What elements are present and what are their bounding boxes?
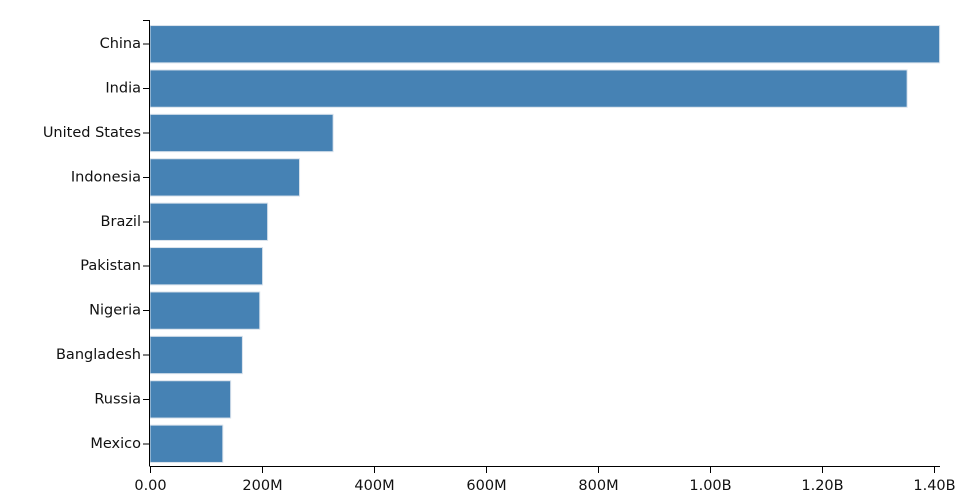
y-tick-label-china: China xyxy=(100,36,141,52)
bar-indonesia xyxy=(149,158,301,197)
x-tick-label-7: 1.40B xyxy=(913,478,955,494)
x-tick-label-4: 800M xyxy=(578,478,618,494)
bar-brazil xyxy=(149,202,269,241)
y-tick-label-pakistan: Pakistan xyxy=(80,258,141,274)
y-tick-label-bangladesh: Bangladesh xyxy=(56,347,141,363)
bar-india xyxy=(149,69,908,108)
y-tick-label-india: India xyxy=(105,81,141,97)
x-tick-label-5: 1.00B xyxy=(689,478,731,494)
x-tick-label-3: 600M xyxy=(466,478,506,494)
bar-russia xyxy=(149,380,232,419)
y-tick-label-mexico: Mexico xyxy=(90,436,141,452)
bar-china xyxy=(149,25,941,64)
bar-united-states xyxy=(149,113,334,153)
x-tick-label-1: 200M xyxy=(242,478,282,494)
y-tick-label-russia: Russia xyxy=(94,391,141,407)
y-axis: China India United States Indonesia Brazil Pa… xyxy=(43,20,150,466)
y-tick-label-brazil: Brazil xyxy=(101,214,141,230)
bar-bangladesh xyxy=(149,335,243,375)
x-tick-label-6: 1.20B xyxy=(801,478,843,494)
bar-nigeria xyxy=(149,291,261,330)
bar-pakistan xyxy=(149,247,264,286)
x-tick-label-2: 400M xyxy=(354,478,394,494)
x-axis: 0.00 200M 400M 600M 800M 1.00B 1.20B 1.40B xyxy=(134,466,956,494)
y-tick-label-indonesia: Indonesia xyxy=(71,169,141,185)
bars-group xyxy=(149,25,941,463)
bar-mexico xyxy=(149,424,224,463)
y-tick-label-nigeria: Nigeria xyxy=(89,303,141,319)
x-tick-label-0: 0.00 xyxy=(134,478,166,494)
y-tick-label-united-states: United States xyxy=(43,125,141,141)
